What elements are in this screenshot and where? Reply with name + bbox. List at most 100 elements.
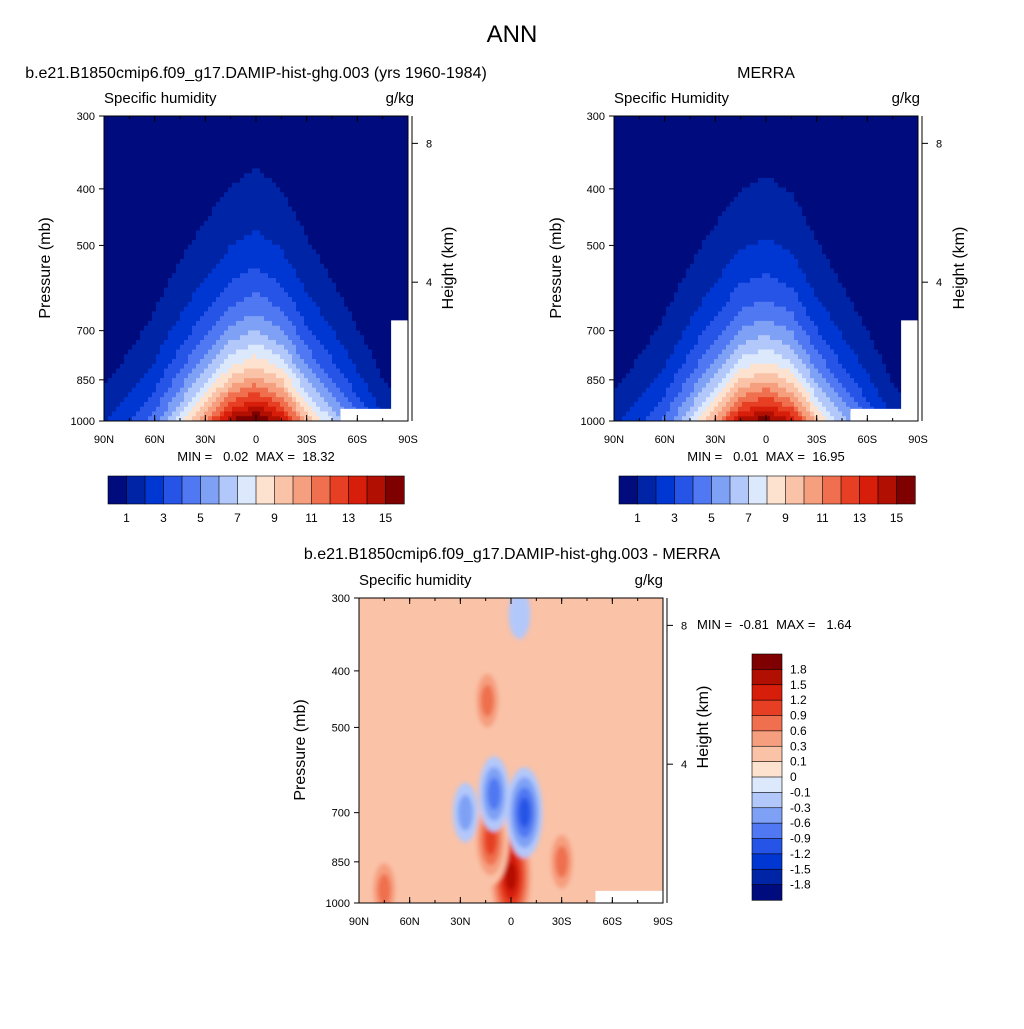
heatmap-cell: [292, 364, 297, 369]
heatmap-cell: [328, 254, 333, 259]
heatmap-cell: [380, 292, 385, 297]
heatmap-cell: [156, 235, 161, 240]
heatmap-cell: [196, 345, 201, 350]
heatmap-cell: [364, 397, 369, 402]
heatmap-cell: [188, 216, 193, 221]
heatmap-cell: [308, 121, 313, 126]
heatmap-cell: [272, 397, 277, 402]
heatmap-cell: [296, 159, 301, 164]
heatmap-cell: [108, 369, 113, 374]
heatmap-cell: [376, 283, 381, 288]
heatmap-cell: [180, 383, 185, 388]
heatmap-cell: [132, 335, 137, 340]
heatmap-cell: [248, 383, 253, 388]
heatmap-cell: [212, 288, 217, 293]
heatmap-cell: [204, 221, 209, 226]
heatmap-cell: [256, 240, 261, 245]
heatmap-cell: [124, 164, 129, 169]
heatmap-cell: [172, 197, 177, 202]
heatmap-cell: [120, 397, 125, 402]
heatmap-cell: [312, 378, 317, 383]
heatmap-cell: [196, 273, 201, 278]
heatmap-cell: [220, 340, 225, 345]
heatmap-cell: [276, 354, 281, 359]
heatmap-cell: [340, 388, 345, 393]
heatmap-cell: [352, 364, 357, 369]
heatmap-cell: [400, 178, 405, 183]
heatmap-cell: [260, 340, 265, 345]
heatmap-cell: [136, 326, 141, 331]
heatmap-cell: [320, 168, 325, 173]
heatmap-cell: [156, 216, 161, 221]
heatmap-cell: [212, 335, 217, 340]
heatmap-cell: [156, 135, 161, 140]
heatmap-cell: [240, 183, 245, 188]
heatmap-cell: [244, 173, 249, 178]
heatmap-cell: [272, 273, 277, 278]
heatmap-cell: [132, 321, 137, 326]
heatmap-cell: [356, 130, 361, 135]
heatmap-cell: [328, 173, 333, 178]
heatmap-cell: [400, 297, 405, 302]
heatmap-cell: [108, 392, 113, 397]
heatmap-cell: [132, 340, 137, 345]
heatmap-cell: [396, 297, 401, 302]
heatmap-cell: [156, 359, 161, 364]
heatmap-cell: [156, 283, 161, 288]
heatmap-cell: [160, 121, 165, 126]
heatmap-cell: [360, 378, 365, 383]
heatmap-cell: [312, 145, 317, 150]
heatmap-cell: [132, 411, 137, 416]
heatmap-cell: [144, 116, 149, 121]
heatmap-cell: [284, 316, 289, 321]
heatmap-cell: [208, 383, 213, 388]
heatmap-cell: [108, 278, 113, 283]
heatmap-cell: [132, 311, 137, 316]
heatmap-cell: [252, 335, 257, 340]
heatmap-cell: [356, 397, 361, 402]
heatmap-cell: [108, 140, 113, 145]
heatmap-cell: [104, 240, 109, 245]
heatmap-cell: [196, 311, 201, 316]
heatmap-cell: [196, 154, 201, 159]
heatmap-cell: [244, 402, 249, 407]
heatmap-cell: [256, 211, 261, 216]
heatmap-cell: [276, 288, 281, 293]
heatmap-cell: [120, 273, 125, 278]
heatmap-cell: [280, 249, 285, 254]
heatmap-cell: [260, 288, 265, 293]
heatmap-cell: [260, 130, 265, 135]
heatmap-cell: [348, 378, 353, 383]
heatmap-cell: [288, 164, 293, 169]
heatmap-cell: [400, 197, 405, 202]
heatmap-cell: [340, 364, 345, 369]
heatmap-cell: [320, 297, 325, 302]
heatmap-cell: [184, 135, 189, 140]
heatmap-cell: [192, 216, 197, 221]
heatmap-cell: [332, 316, 337, 321]
heatmap-cell: [144, 411, 149, 416]
heatmap-cell: [236, 126, 241, 131]
heatmap-cell: [264, 230, 269, 235]
heatmap-cell: [320, 397, 325, 402]
heatmap-cell: [140, 145, 145, 150]
heatmap-cell: [156, 321, 161, 326]
heatmap-cell: [152, 130, 157, 135]
heatmap-cell: [284, 178, 289, 183]
heatmap-cell: [136, 135, 141, 140]
heatmap-cell: [108, 249, 113, 254]
heatmap-cell: [224, 397, 229, 402]
heatmap-cell: [380, 159, 385, 164]
heatmap-cell: [160, 411, 165, 416]
heatmap-cell: [396, 116, 401, 121]
heatmap-cell: [284, 264, 289, 269]
heatmap-cell: [152, 226, 157, 231]
heatmap-cell: [136, 373, 141, 378]
heatmap-cell: [304, 340, 309, 345]
heatmap-cell: [152, 173, 157, 178]
heatmap-cell: [256, 369, 261, 374]
heatmap-cell: [156, 254, 161, 259]
heatmap-cell: [296, 321, 301, 326]
heatmap-cell: [304, 292, 309, 297]
heatmap-cell: [264, 140, 269, 145]
